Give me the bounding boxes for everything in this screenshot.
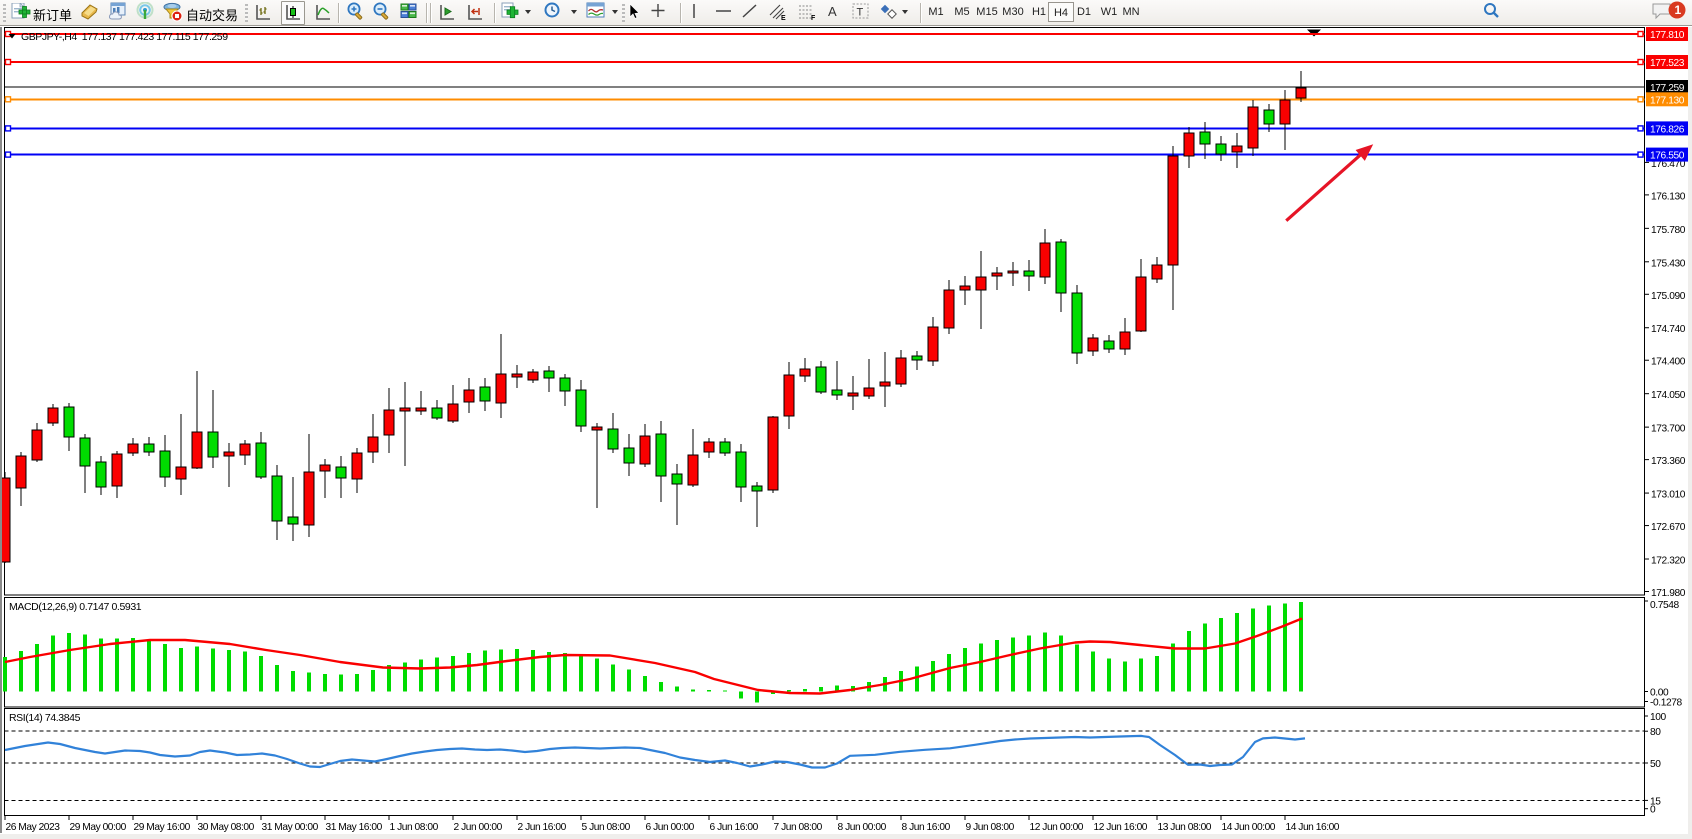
svg-text:174.050: 174.050 [1651,390,1686,401]
svg-text:GBPJPY-,H4 177.137 177.423 17: GBPJPY-,H4 177.137 177.423 177.115 177.2… [21,31,228,43]
svg-text:100: 100 [1650,712,1667,723]
svg-text:30 May 08:00: 30 May 08:00 [198,822,255,833]
svg-text:2 Jun 00:00: 2 Jun 00:00 [454,822,503,833]
svg-text:31 May 16:00: 31 May 16:00 [326,822,383,833]
svg-text:14 Jun 00:00: 14 Jun 00:00 [1222,822,1276,833]
svg-text:9 Jun 08:00: 9 Jun 08:00 [966,822,1015,833]
svg-text:F: F [811,15,816,22]
svg-text:7 Jun 08:00: 7 Jun 08:00 [774,822,823,833]
svg-text:175.780: 175.780 [1651,225,1686,236]
svg-text:6 Jun 00:00: 6 Jun 00:00 [646,822,695,833]
svg-text:50: 50 [1650,759,1661,770]
svg-text:0: 0 [1650,805,1656,816]
svg-text:29 May 00:00: 29 May 00:00 [70,822,127,833]
svg-text:8 Jun 00:00: 8 Jun 00:00 [838,822,887,833]
svg-text:26 May 2023: 26 May 2023 [6,822,61,833]
svg-text:80: 80 [1650,727,1661,738]
svg-text:0.00: 0.00 [1650,688,1669,699]
svg-text:177.523: 177.523 [1650,58,1685,69]
svg-text:1: 1 [1675,3,1682,17]
svg-text:177.130: 177.130 [1650,95,1685,106]
svg-text:173.700: 173.700 [1651,424,1686,435]
svg-text:172.670: 172.670 [1651,522,1686,533]
svg-text:176.826: 176.826 [1650,124,1685,135]
svg-text:E: E [781,15,786,22]
svg-text:176.470: 176.470 [1651,159,1686,170]
svg-text:174.400: 174.400 [1651,357,1686,368]
svg-text:173.010: 173.010 [1651,490,1686,501]
svg-text:5 Jun 08:00: 5 Jun 08:00 [582,822,631,833]
svg-text:T: T [857,7,864,19]
svg-text:176.550: 176.550 [1650,151,1685,162]
svg-text:173.360: 173.360 [1651,456,1686,467]
svg-text:177.810: 177.810 [1650,30,1685,41]
svg-text:14 Jun 16:00: 14 Jun 16:00 [1286,822,1340,833]
svg-text:174.740: 174.740 [1651,324,1686,335]
svg-text:12 Jun 16:00: 12 Jun 16:00 [1094,822,1148,833]
svg-text:15: 15 [1650,796,1661,807]
svg-text:12 Jun 00:00: 12 Jun 00:00 [1030,822,1084,833]
svg-text:176.130: 176.130 [1651,191,1686,202]
svg-text:MACD(12,26,9) 0.7147 0.5931: MACD(12,26,9) 0.7147 0.5931 [9,601,142,613]
svg-text:171.980: 171.980 [1651,588,1686,599]
svg-text:172.320: 172.320 [1651,556,1686,567]
svg-text:0.7548: 0.7548 [1650,600,1679,611]
svg-text:8 Jun 16:00: 8 Jun 16:00 [902,822,951,833]
svg-text:177.259: 177.259 [1650,83,1685,94]
svg-text:6 Jun 16:00: 6 Jun 16:00 [710,822,759,833]
svg-text:1 Jun 08:00: 1 Jun 08:00 [390,822,439,833]
svg-text:29 May 16:00: 29 May 16:00 [134,822,191,833]
svg-text:13 Jun 08:00: 13 Jun 08:00 [1158,822,1212,833]
svg-text:31 May 00:00: 31 May 00:00 [262,822,319,833]
svg-text:175.430: 175.430 [1651,258,1686,269]
svg-text:2 Jun 16:00: 2 Jun 16:00 [518,822,567,833]
svg-text:175.090: 175.090 [1651,291,1686,302]
svg-text:RSI(14) 74.3845: RSI(14) 74.3845 [9,712,81,724]
svg-text:-0.1278: -0.1278 [1650,698,1682,709]
